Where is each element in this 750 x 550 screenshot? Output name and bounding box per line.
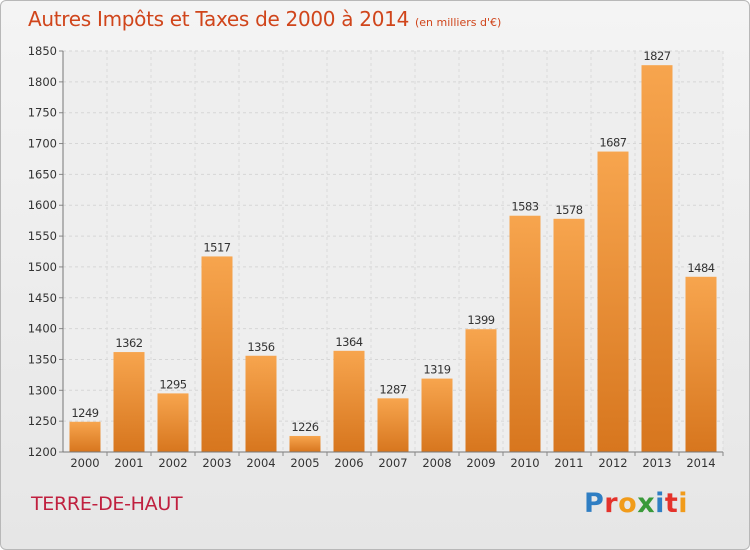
bar-2005 [289,435,321,452]
data-label: 1364 [335,335,362,349]
proxiti-logo[interactable]: Proxiti [584,488,688,519]
data-label: 1249 [71,406,98,420]
data-label: 1827 [643,49,670,63]
data-label: 1399 [467,313,494,327]
commune-name: TERRE-DE-HAUT [31,493,183,515]
chart-title: Autres Impôts et Taxes de 2000 à 2014 (en… [28,7,501,31]
y-tick-label: 1800 [28,75,57,89]
logo-letter: t [664,488,679,519]
x-tick-label: 2008 [422,456,451,470]
x-tick-label: 2002 [158,456,187,470]
bar-2007 [377,398,409,452]
bar-2002 [157,393,189,452]
x-tick-label: 2003 [202,456,231,470]
bar-2001 [113,352,145,452]
data-label: 1687 [599,136,626,150]
y-tick-label: 1300 [28,383,57,397]
bar-2003 [201,256,233,452]
x-tick-label: 2001 [114,456,143,470]
bar-2000 [69,421,101,452]
bar-2006 [333,350,365,452]
y-tick-label: 1400 [28,322,57,336]
bar-2014 [685,276,717,452]
x-tick-label: 2012 [598,456,627,470]
x-tick-label: 2007 [378,456,407,470]
bar-2013 [641,65,673,452]
chart-title-main: Autres Impôts et Taxes de 2000 à 2014 [28,7,409,31]
x-tick-label: 2000 [70,456,99,470]
data-label: 1287 [379,382,406,396]
y-tick-label: 1350 [28,352,57,366]
data-label: 1583 [511,200,538,214]
y-tick-label: 1250 [28,414,57,428]
data-label: 1484 [687,261,714,275]
logo-letter: i [655,488,665,519]
bars [69,65,717,452]
y-tick-label: 1650 [28,167,57,181]
logo-letter: x [637,488,656,519]
x-tick-label: 2010 [510,456,539,470]
logo-letter: P [584,488,605,519]
bar-2009 [465,329,497,452]
y-tick-label: 1450 [28,291,57,305]
y-tick-label: 1750 [28,106,57,120]
data-label: 1295 [159,377,186,391]
logo-letter: i [678,488,689,519]
y-tick-label: 1550 [28,229,57,243]
bar-2008 [421,378,453,452]
chart-title-unit: (en milliers d'€) [415,16,502,29]
x-tick-label: 2006 [334,456,363,470]
y-tick-label: 1200 [28,445,57,459]
data-label: 1578 [555,203,582,217]
x-tick-label: 2014 [686,456,715,470]
x-axis: 2000 2001 2002 2003 2004 2005 2006 2007 2008 2009… [63,451,724,470]
y-tick-label: 1850 [28,44,57,58]
data-labels: 1249 1362 1295 1517 1356 1226 1364 1287 1319 1399… [71,49,715,434]
y-tick-label: 1700 [28,137,57,151]
x-tick-label: 2011 [554,456,583,470]
data-label: 1517 [203,240,230,254]
data-label: 1362 [115,336,142,350]
x-tick-label: 2013 [642,456,671,470]
logo-letter: r [604,488,619,519]
y-axis: 1200 1250 1300 1350 1400 1450 1500 1550 1600 1650… [28,44,64,459]
x-tick-label: 2004 [246,456,275,470]
y-tick-label: 1600 [28,198,57,212]
grid-lines [62,50,724,453]
data-label: 1226 [291,420,318,434]
bar-2010 [509,215,541,452]
x-tick-label: 2009 [466,456,495,470]
x-tick-label: 2005 [290,456,319,470]
y-tick-label: 1500 [28,260,57,274]
bar-2004 [245,355,277,452]
data-label: 1356 [247,340,274,354]
bar-2012 [597,151,629,452]
data-label: 1319 [423,363,450,377]
bar-2011 [553,218,585,452]
logo-letter: o [618,488,638,519]
